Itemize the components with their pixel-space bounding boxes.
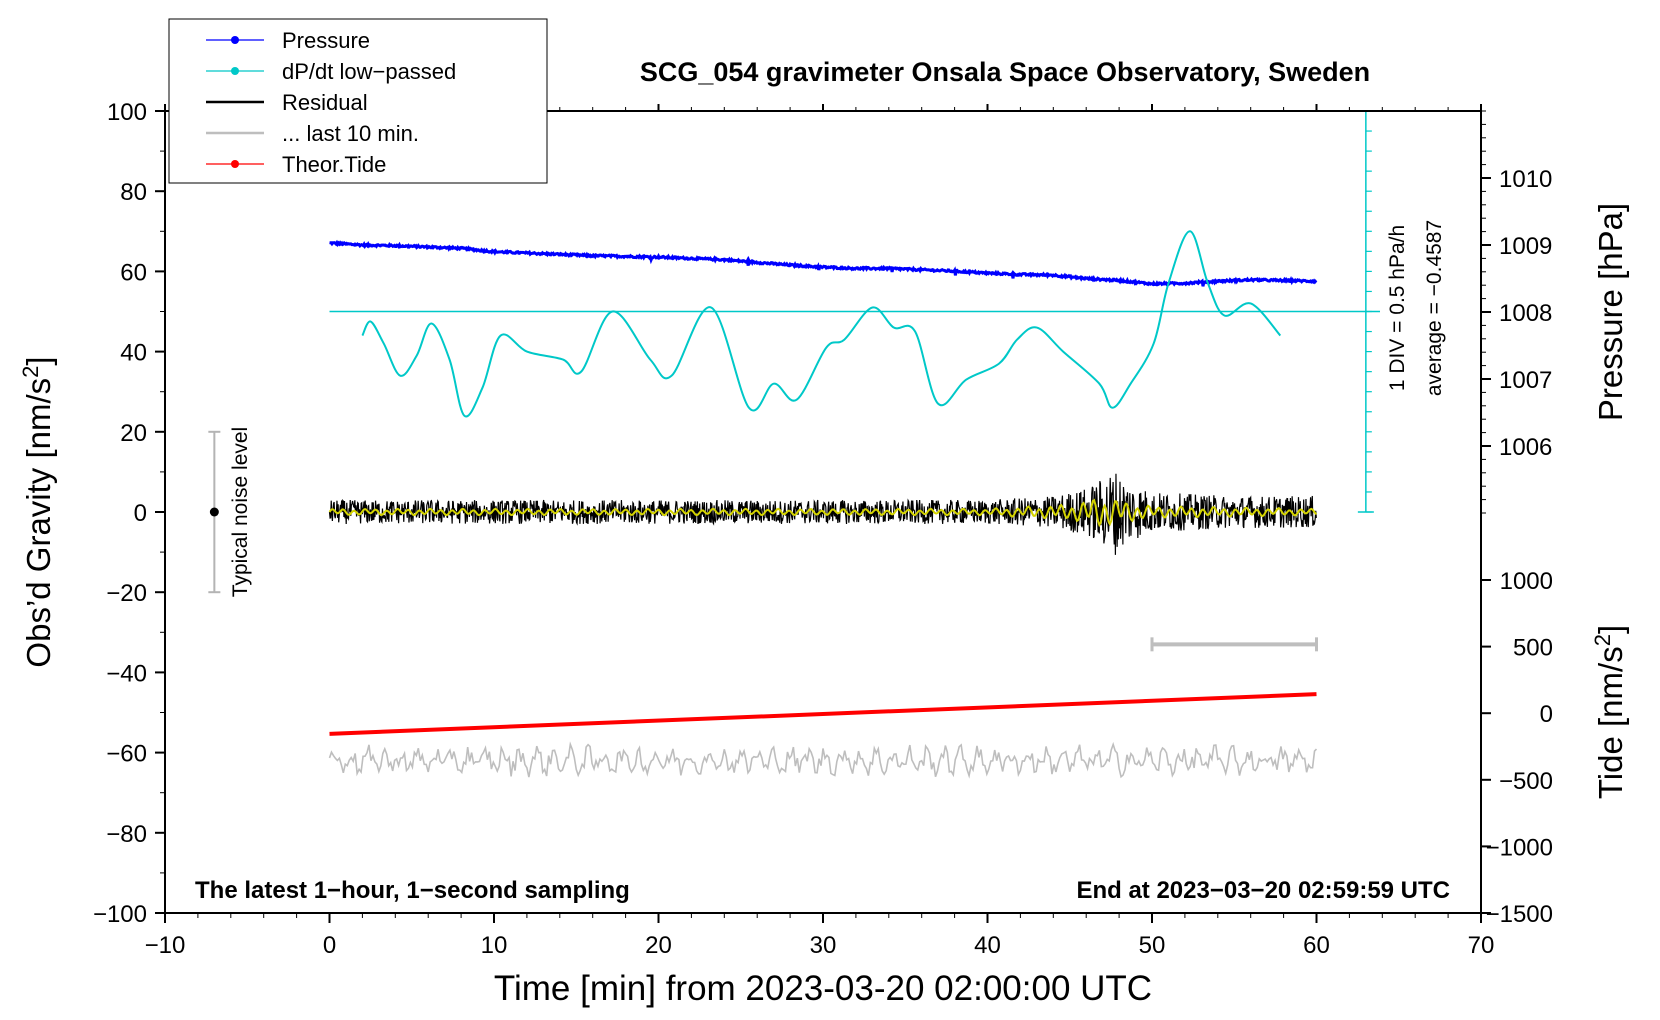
y-tick-label-left: 80 bbox=[120, 179, 147, 206]
legend-marker bbox=[231, 36, 239, 44]
y-tick-label-tide: −1000 bbox=[1486, 834, 1553, 861]
y-tick-label-left: −40 bbox=[106, 660, 147, 687]
y-tick-label-left: −20 bbox=[106, 580, 147, 607]
x-tick-label: 70 bbox=[1468, 932, 1495, 959]
bottom-left-note: The latest 1−hour, 1−second sampling bbox=[195, 877, 630, 904]
legend: Pressure dP/dt low−passed Residual ... last… bbox=[168, 18, 548, 184]
series-last10-line bbox=[328, 741, 1318, 779]
x-axis-label: Time [min] from 2023-03-20 02:00:00 UTC bbox=[494, 969, 1152, 1008]
y-axis-label-tide: Tide [nm/s2] bbox=[1590, 625, 1630, 799]
axes-layer: −10 0 10 20 30 40 50 60 70100806040200−20−40−60−… bbox=[93, 99, 1553, 959]
y-tick-label-pressure: 1007 bbox=[1499, 367, 1552, 394]
noise-bar-dot bbox=[209, 507, 219, 517]
y-axis-label-gravity: Obs’d Gravity [nm/s2] bbox=[18, 356, 58, 667]
x-tick-label: −10 bbox=[145, 932, 186, 959]
noise-level-bar bbox=[208, 430, 221, 594]
y-tick-label-tide: 1000 bbox=[1500, 568, 1553, 595]
y-tick-label-left: −100 bbox=[93, 901, 147, 928]
y-tick-label-tide: 0 bbox=[1540, 701, 1553, 728]
legend-label: Residual bbox=[282, 90, 368, 115]
dpdt-scale-label: 1 DIV = 0.5 hPa/h bbox=[1386, 225, 1409, 391]
y-tick-label-left: −80 bbox=[106, 821, 147, 848]
y-tick-label-left: 40 bbox=[120, 340, 147, 367]
y-tick-label-left: 0 bbox=[134, 500, 147, 527]
y-axis-label-pressure: Pressure [hPa] bbox=[1592, 203, 1629, 421]
x-tick-label: 20 bbox=[645, 932, 672, 959]
y-tick-label-left: 60 bbox=[120, 259, 147, 286]
y-tick-label-pressure: 1006 bbox=[1499, 434, 1552, 461]
series-residual-smoothed-line bbox=[328, 498, 1318, 528]
series-tide-line bbox=[329, 692, 1317, 736]
legend-label: Pressure bbox=[282, 28, 370, 53]
y-tick-label-tide: 500 bbox=[1513, 635, 1553, 662]
x-tick-label: 60 bbox=[1303, 932, 1330, 959]
x-tick-label: 0 bbox=[323, 932, 336, 959]
series-pressure-line bbox=[329, 239, 1318, 287]
chart-title: SCG_054 gravimeter Onsala Space Observat… bbox=[640, 57, 1370, 87]
legend-label: dP/dt low−passed bbox=[282, 59, 456, 84]
x-tick-label: 30 bbox=[810, 932, 837, 959]
dpdt-scale-bar bbox=[1357, 110, 1374, 513]
y-tick-label-pressure: 1008 bbox=[1499, 300, 1552, 327]
legend-label: Theor.Tide bbox=[282, 152, 386, 177]
noise-level-label: Typical noise level bbox=[229, 427, 252, 597]
last-10-min-bar bbox=[1150, 637, 1318, 652]
bottom-right-note: End at 2023−03−20 02:59:59 UTC bbox=[1076, 877, 1450, 904]
y-tick-label-pressure: 1009 bbox=[1499, 233, 1552, 260]
x-tick-label: 10 bbox=[481, 932, 508, 959]
series-layer bbox=[328, 230, 1380, 779]
dpdt-average-label: average = −0.4587 bbox=[1423, 220, 1446, 396]
legend-marker bbox=[231, 160, 239, 168]
series-dpdt-line bbox=[361, 230, 1282, 418]
y-tick-label-left: 20 bbox=[120, 420, 147, 447]
y-tick-label-tide: −500 bbox=[1499, 768, 1553, 795]
y-tick-label-pressure: 1010 bbox=[1499, 166, 1552, 193]
x-tick-label: 40 bbox=[974, 932, 1001, 959]
y-tick-label-left: 100 bbox=[107, 99, 147, 126]
legend-marker bbox=[231, 67, 239, 75]
legend-label: ... last 10 min. bbox=[282, 121, 419, 146]
x-tick-label: 50 bbox=[1139, 932, 1166, 959]
y-tick-label-left: −60 bbox=[106, 741, 147, 768]
y-tick-label-tide: −1500 bbox=[1486, 901, 1553, 928]
